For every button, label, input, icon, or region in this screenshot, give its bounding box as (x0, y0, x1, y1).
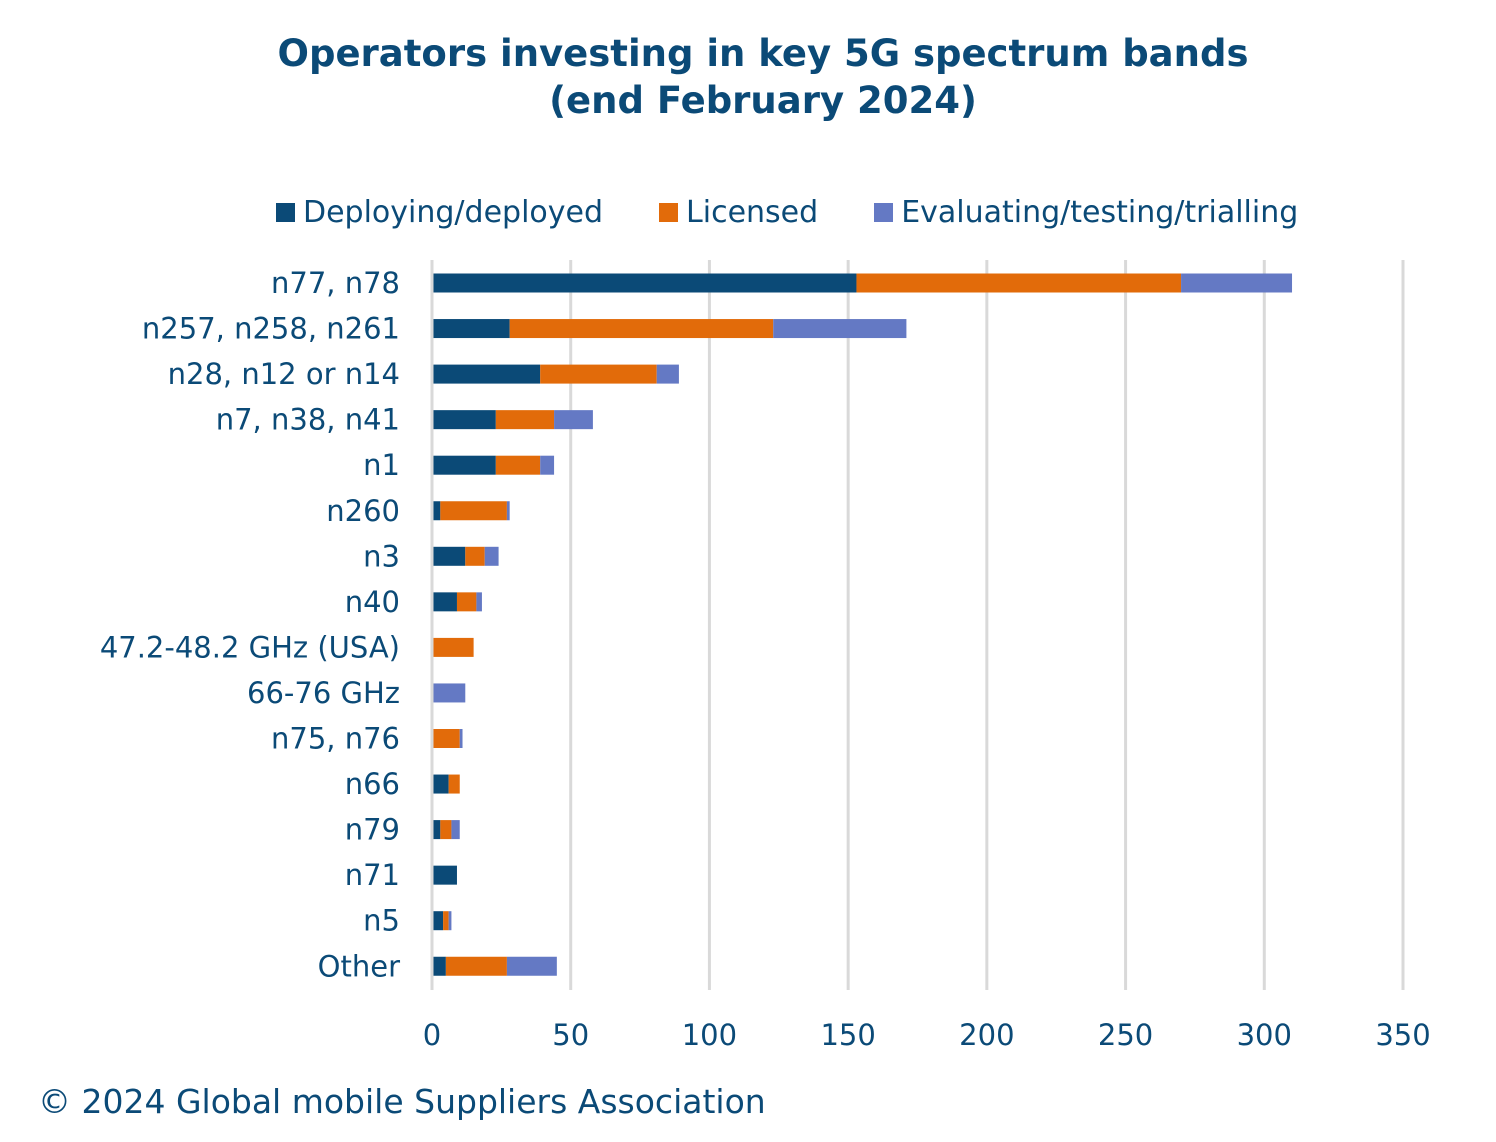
bar-n79-evaluating-testing-trialling (451, 820, 460, 840)
bar-n3-evaluating-testing-trialling (484, 546, 499, 566)
bar-n5-deploying-deployed (432, 911, 444, 931)
bar-n79-deploying-deployed (432, 820, 441, 840)
category-label-n3: n3 (363, 539, 400, 573)
x-tick-label-200: 200 (959, 1018, 1014, 1052)
legend-item-evaluating: Evaluating/testing/trialling (874, 195, 1298, 230)
category-label-n75-n76: n75, n76 (271, 722, 400, 756)
bar-n1-deploying-deployed (432, 455, 496, 475)
bar-n1-licensed (495, 455, 541, 475)
category-label-n79: n79 (345, 813, 400, 847)
copyright-footer: © 2024 Global mobile Suppliers Associati… (38, 1082, 766, 1121)
bar-n28-n12-or-n14-licensed (540, 364, 657, 384)
category-label-66-76-ghz: 66-76 GHz (247, 676, 400, 710)
bar-47-2-48-2-ghz-usa-licensed (432, 637, 474, 657)
chart-title-block: Operators investing in key 5G spectrum b… (0, 30, 1496, 124)
x-tick-label-150: 150 (820, 1018, 875, 1052)
bar-n7-n38-n41-evaluating-testing-trialling (554, 410, 593, 430)
bar-n77-n78-evaluating-testing-trialling (1181, 273, 1293, 293)
bar-n257-n258-n261-licensed (509, 319, 774, 339)
bar-n5-licensed (443, 911, 449, 931)
bar-n40-deploying-deployed (432, 592, 457, 612)
bar-n260-evaluating-testing-trialling (506, 501, 510, 521)
bar-n3-deploying-deployed (432, 546, 466, 566)
x-tick-label-250: 250 (1098, 1018, 1153, 1052)
legend-label-deploying: Deploying/deployed (303, 194, 604, 230)
legend-label-evaluating: Evaluating/testing/trialling (901, 194, 1299, 230)
category-label-n77-n78: n77, n78 (271, 266, 400, 300)
category-label-n71: n71 (345, 858, 400, 892)
category-label-n260: n260 (326, 494, 400, 528)
bar-n66-deploying-deployed (432, 774, 449, 794)
category-label-n1: n1 (363, 448, 400, 482)
bar-other-evaluating-testing-trialling (506, 956, 557, 976)
legend-swatch-evaluating (874, 202, 894, 222)
x-tick-label-100: 100 (682, 1018, 737, 1052)
bar-n7-n38-n41-licensed (495, 410, 555, 430)
category-label-n40: n40 (345, 585, 400, 619)
bar-n257-n258-n261-evaluating-testing-trialling (773, 319, 907, 339)
bar-n28-n12-or-n14-deploying-deployed (432, 364, 541, 384)
legend-swatch-deploying (276, 202, 295, 222)
category-label-n66: n66 (345, 767, 400, 801)
bar-n260-licensed (440, 501, 507, 521)
bar-other-licensed (445, 956, 507, 976)
chart-subtitle: (end February 2024) (549, 79, 977, 122)
bar-n40-licensed (456, 592, 477, 612)
x-tick-label-350: 350 (1375, 1018, 1430, 1052)
category-label-n5: n5 (363, 904, 400, 938)
category-label-n257-n258-n261: n257, n258, n261 (142, 312, 400, 346)
bar-other-deploying-deployed (432, 956, 446, 976)
legend-item-licensed: Licensed (659, 195, 818, 230)
bar-66-76-ghz-evaluating-testing-trialling (432, 683, 466, 703)
category-label-n28-n12-or-n14: n28, n12 or n14 (168, 357, 400, 391)
legend-label-licensed: Licensed (686, 194, 819, 230)
bar-n257-n258-n261-deploying-deployed (432, 319, 510, 339)
bar-n75-n76-licensed (432, 729, 460, 748)
bar-n77-n78-deploying-deployed (432, 273, 857, 293)
x-tick-label-50: 50 (552, 1018, 589, 1052)
legend-swatch-licensed (659, 202, 679, 222)
legend-item-deploying: Deploying/deployed (276, 195, 603, 230)
bar-n75-n76-evaluating-testing-trialling (459, 729, 463, 748)
category-label-other: Other (318, 949, 400, 983)
x-tick-label-0: 0 (423, 1018, 441, 1052)
bar-n3-licensed (465, 546, 485, 566)
chart-title: Operators investing in key 5G spectrum b… (277, 32, 1249, 75)
bar-n79-licensed (440, 820, 452, 840)
bar-n5-evaluating-testing-trialling (448, 911, 452, 931)
bar-n77-n78-licensed (856, 273, 1182, 293)
legend: Deploying/deployed Licensed Evaluating/t… (276, 192, 1298, 232)
bar-n40-evaluating-testing-trialling (476, 592, 482, 612)
bar-n7-n38-n41-deploying-deployed (432, 410, 496, 430)
bar-n1-evaluating-testing-trialling (540, 455, 555, 475)
bar-n28-n12-or-n14-evaluating-testing-trialling (656, 364, 679, 384)
category-label-n7-n38-n41: n7, n38, n41 (216, 403, 400, 437)
x-tick-label-300: 300 (1237, 1018, 1292, 1052)
bar-n66-licensed (448, 774, 460, 794)
bar-n260-deploying-deployed (432, 501, 441, 521)
category-label-47-2-48-2-ghz-usa: 47.2-48.2 GHz (USA) (100, 630, 400, 664)
bar-n71-deploying-deployed (432, 865, 457, 885)
